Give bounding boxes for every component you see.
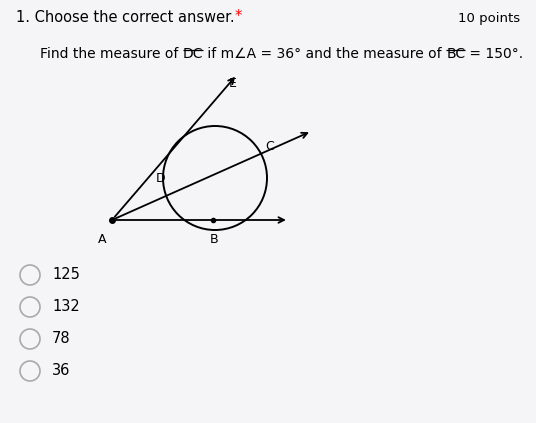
Text: B: B xyxy=(210,233,218,246)
Text: E: E xyxy=(229,77,237,90)
Text: Find the measure of: Find the measure of xyxy=(40,47,183,61)
Text: 36: 36 xyxy=(52,363,70,378)
Text: DC: DC xyxy=(183,47,203,61)
Text: 132: 132 xyxy=(52,299,80,314)
Text: BC: BC xyxy=(446,47,465,61)
Text: 1. Choose the correct answer.: 1. Choose the correct answer. xyxy=(16,10,235,25)
Text: D: D xyxy=(155,173,165,186)
Text: if m∠A = 36° and the measure of: if m∠A = 36° and the measure of xyxy=(203,47,446,61)
Text: = 150°.: = 150°. xyxy=(465,47,524,61)
Text: 10 points: 10 points xyxy=(458,12,520,25)
Text: 78: 78 xyxy=(52,331,71,346)
Text: A: A xyxy=(98,233,106,246)
Text: *: * xyxy=(235,9,242,24)
Text: C: C xyxy=(265,140,274,153)
Text: 125: 125 xyxy=(52,267,80,282)
